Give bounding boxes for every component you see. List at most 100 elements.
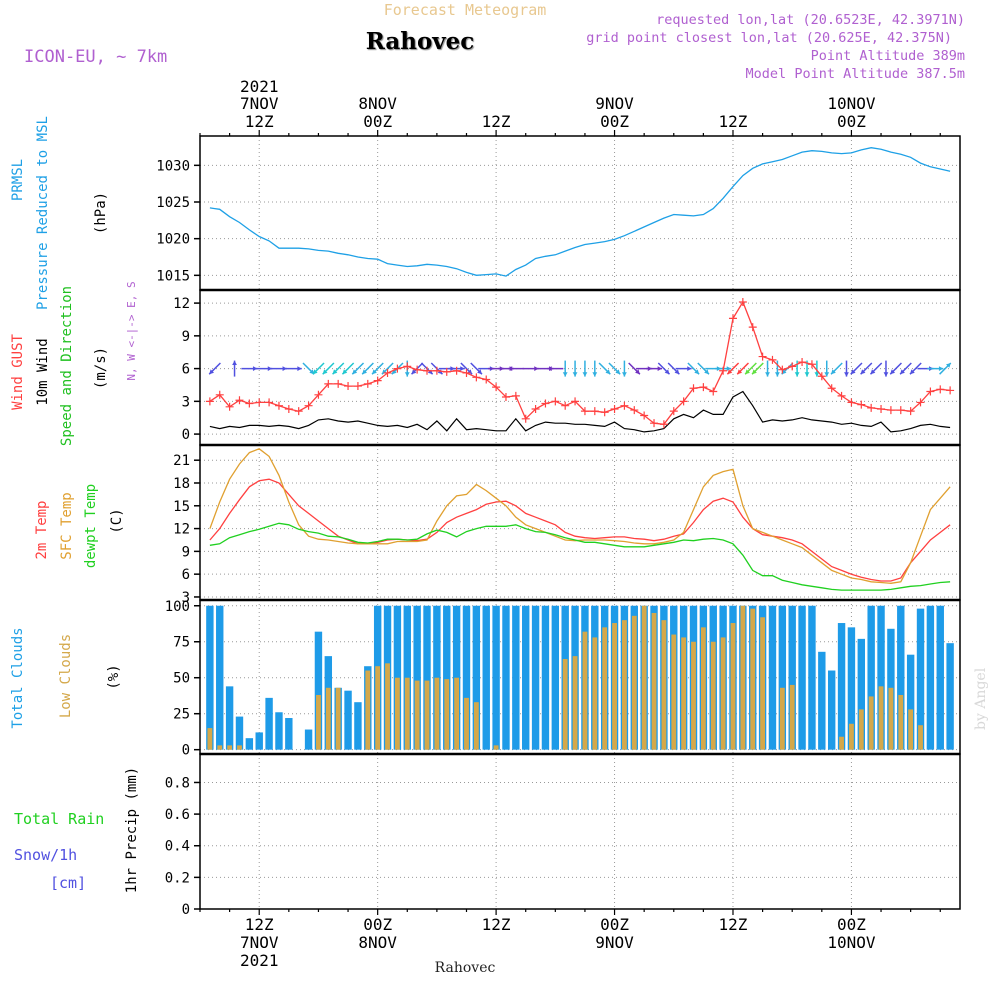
low-cloud-bar — [227, 745, 233, 750]
temp-sfc-label: SFC Temp — [59, 492, 75, 559]
total-cloud-bar — [502, 605, 510, 750]
wind-arrow — [547, 366, 564, 371]
wind-unit: (m/s) — [93, 347, 109, 389]
wind-arrow — [270, 366, 287, 371]
temperature-ytick-label: 18 — [173, 476, 190, 492]
total-cloud-bar — [512, 605, 520, 750]
wind-gust-marker — [679, 397, 688, 406]
bottom-tick-date: 10NOV — [827, 933, 876, 952]
bottom-place-label: Rahovec — [435, 960, 496, 976]
wind-arrow — [470, 362, 483, 375]
clouds-ytick-label: 50 — [173, 671, 190, 687]
wind-arrow-head — [297, 366, 302, 371]
wind-gust-marker — [699, 383, 708, 392]
wind-gust-marker — [847, 398, 856, 407]
wind-arrow — [582, 360, 588, 377]
wind-arrow-head — [814, 372, 820, 377]
total-cloud-bar — [818, 651, 826, 750]
wind-arrow-head — [704, 369, 709, 375]
model-altitude: Model Point Altitude 387.5m — [746, 66, 965, 82]
temperature-ytick-label: 3 — [182, 590, 190, 606]
temp-line-sfc-temp — [209, 448, 951, 584]
wind-gust-marker — [265, 398, 274, 407]
bottom-tick-hour: 00Z — [837, 915, 866, 934]
wind-arrow — [939, 362, 952, 375]
total-cloud-bar — [354, 702, 362, 750]
low-cloud-bar — [394, 677, 400, 750]
low-cloud-bar — [602, 627, 608, 750]
wind-arrow-head — [342, 369, 348, 375]
wind-gust-marker — [630, 406, 639, 415]
total-cloud-bar — [847, 627, 856, 750]
wind-gust-marker — [758, 352, 767, 361]
total-cloud-bar — [235, 716, 244, 750]
total-cloud-bar — [285, 718, 293, 750]
wind-arrow — [657, 362, 671, 375]
wind-arrow-head — [322, 369, 328, 375]
wind-gust-marker — [432, 366, 441, 375]
wind-gust-marker — [798, 358, 807, 367]
wind-arrow — [889, 362, 902, 375]
low-cloud-bar — [375, 666, 381, 750]
temp-dewpt-label: dewpt Temp — [83, 484, 99, 568]
top-tick-year: 2021 — [240, 77, 279, 96]
wind-arrow-head — [312, 369, 318, 375]
bottom-tick-hour: 00Z — [363, 915, 392, 934]
wind-arrow — [899, 362, 912, 375]
wind-arrow-head — [605, 369, 611, 375]
pressure-ytick-label: 1030 — [156, 158, 190, 174]
top-tick-hour: 12Z — [245, 112, 274, 131]
low-cloud-bar — [464, 697, 469, 750]
wind-gust-marker — [274, 401, 283, 410]
low-cloud-bar — [779, 687, 785, 750]
low-cloud-bar — [681, 637, 687, 750]
top-tick-date: 8NOV — [358, 94, 397, 113]
total-cloud-bar — [906, 654, 915, 750]
wind-gust-marker — [709, 387, 718, 396]
wind-arrow — [341, 362, 355, 375]
wind-arrow-head — [745, 369, 750, 375]
wind-gust-marker — [827, 384, 836, 393]
clouds-ytick-label: 0 — [182, 743, 190, 759]
total-cloud-bar — [768, 605, 777, 750]
low-cloud-bar — [473, 702, 479, 750]
wind-gust-marker — [255, 398, 264, 407]
wind-gust-marker — [314, 390, 323, 399]
low-cloud-bar — [898, 694, 904, 750]
wind-arrow-head — [775, 372, 780, 377]
low-cloud-bar — [365, 670, 371, 750]
total-cloud-bar — [827, 670, 836, 750]
wind-gust-marker — [689, 384, 698, 393]
wind-arrow-head — [664, 369, 670, 375]
wind-arrow-head — [411, 369, 417, 375]
low-cloud-bar — [237, 745, 242, 750]
wind-gust-marker — [324, 379, 333, 388]
low-clouds-label: Low Clouds — [58, 634, 74, 718]
total-cloud-bar — [255, 732, 263, 750]
precip-ytick-label: 0.6 — [165, 807, 190, 823]
wind-gust-marker — [304, 401, 313, 410]
wind-arrow-head — [562, 372, 568, 377]
total-cloud-bar — [443, 605, 451, 750]
low-cloud-bar — [622, 620, 627, 750]
wind-gust-marker — [215, 390, 224, 399]
precip-ytick-label: 0.8 — [165, 775, 190, 791]
snow-unit-label: [cm] — [50, 874, 86, 892]
total-cloud-bar — [472, 605, 481, 750]
wind-gust-marker — [511, 391, 520, 400]
low-cloud-bar — [651, 612, 657, 750]
wind-gust-marker — [452, 366, 461, 375]
wind-gust-marker — [294, 407, 303, 416]
wind-gust-marker — [284, 404, 293, 413]
wind-arrow — [608, 362, 621, 375]
temp-line-2m-temp — [209, 478, 951, 582]
wind-gust-marker — [353, 382, 362, 391]
top-tick-hour: 00Z — [837, 112, 866, 131]
wind-gust-marker — [571, 397, 580, 406]
wind-compass-label: N, W <-|-> E, S — [125, 281, 138, 380]
total-cloud-bar — [275, 712, 283, 750]
pressure-unit: (hPa) — [93, 192, 109, 234]
bottom-tick-hour: 00Z — [600, 915, 629, 934]
wind-arrow-head — [309, 369, 315, 375]
wind-arrow — [726, 362, 740, 375]
